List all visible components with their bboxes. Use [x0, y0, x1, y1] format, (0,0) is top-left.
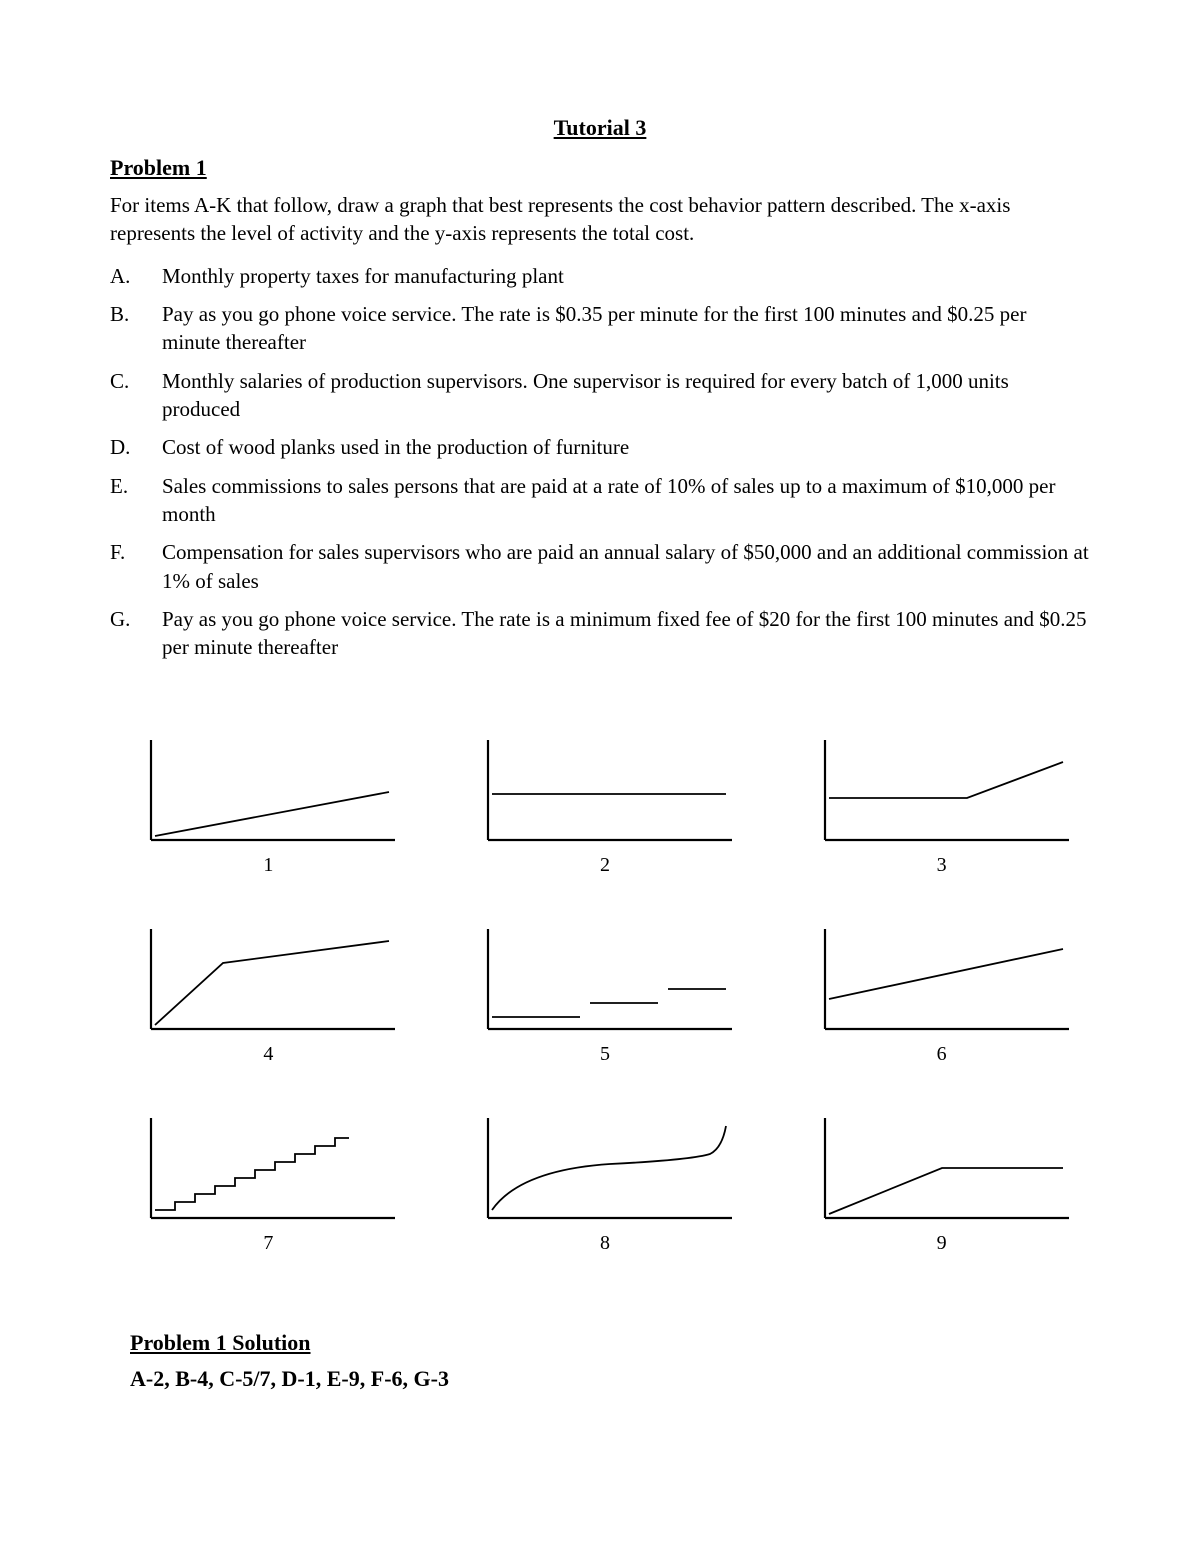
- chart-line: [829, 1168, 1063, 1214]
- cost-behavior-chart: [133, 732, 403, 852]
- chart-label: 1: [263, 854, 273, 877]
- cost-behavior-chart: [807, 921, 1077, 1041]
- cost-behavior-chart: [470, 921, 740, 1041]
- item-letter: C.: [110, 367, 162, 424]
- chart-label: 3: [937, 854, 947, 877]
- chart-cell: 9: [803, 1110, 1080, 1255]
- list-item: C.Monthly salaries of production supervi…: [110, 367, 1090, 424]
- item-list: A.Monthly property taxes for manufacturi…: [110, 262, 1090, 662]
- chart-label: 5: [600, 1043, 610, 1066]
- list-item: D.Cost of wood planks used in the produc…: [110, 433, 1090, 461]
- cost-behavior-chart: [470, 1110, 740, 1230]
- cost-behavior-chart: [133, 1110, 403, 1230]
- item-text: Sales commissions to sales persons that …: [162, 472, 1090, 529]
- solution-text: A-2, B-4, C-5/7, D-1, E-9, F-6, G-3: [130, 1366, 1090, 1392]
- chart-cell: 7: [130, 1110, 407, 1255]
- chart-line: [155, 1138, 349, 1210]
- cost-behavior-chart: [807, 1110, 1077, 1230]
- item-text: Compensation for sales supervisors who a…: [162, 538, 1090, 595]
- chart-label: 6: [937, 1043, 947, 1066]
- cost-behavior-chart: [470, 732, 740, 852]
- chart-cell: 3: [803, 732, 1080, 877]
- item-letter: B.: [110, 300, 162, 357]
- item-text: Pay as you go phone voice service. The r…: [162, 605, 1090, 662]
- list-item: E.Sales commissions to sales persons tha…: [110, 472, 1090, 529]
- chart-label: 2: [600, 854, 610, 877]
- item-text: Pay as you go phone voice service. The r…: [162, 300, 1090, 357]
- item-text: Monthly salaries of production superviso…: [162, 367, 1090, 424]
- item-text: Cost of wood planks used in the producti…: [162, 433, 1090, 461]
- chart-line: [155, 792, 389, 836]
- list-item: G.Pay as you go phone voice service. The…: [110, 605, 1090, 662]
- chart-label: 8: [600, 1232, 610, 1255]
- chart-line: [492, 989, 726, 1017]
- chart-line: [829, 762, 1063, 798]
- document-page: Tutorial 3 Problem 1 For items A-K that …: [0, 0, 1200, 1452]
- chart-label: 7: [263, 1232, 273, 1255]
- problem-heading: Problem 1: [110, 155, 1090, 181]
- item-text: Monthly property taxes for manufacturing…: [162, 262, 1090, 290]
- chart-label: 4: [263, 1043, 273, 1066]
- chart-cell: 1: [130, 732, 407, 877]
- cost-behavior-chart: [133, 921, 403, 1041]
- item-letter: A.: [110, 262, 162, 290]
- tutorial-title: Tutorial 3: [110, 115, 1090, 141]
- chart-cell: 5: [467, 921, 744, 1066]
- list-item: F.Compensation for sales supervisors who…: [110, 538, 1090, 595]
- chart-cell: 8: [467, 1110, 744, 1255]
- chart-cell: 6: [803, 921, 1080, 1066]
- list-item: B.Pay as you go phone voice service. The…: [110, 300, 1090, 357]
- item-letter: D.: [110, 433, 162, 461]
- problem-intro: For items A-K that follow, draw a graph …: [110, 191, 1090, 248]
- chart-line: [492, 1126, 726, 1210]
- solution-block: Problem 1 Solution A-2, B-4, C-5/7, D-1,…: [110, 1330, 1090, 1392]
- item-letter: G.: [110, 605, 162, 662]
- chart-label: 9: [937, 1232, 947, 1255]
- list-item: A.Monthly property taxes for manufacturi…: [110, 262, 1090, 290]
- chart-line: [829, 949, 1063, 999]
- chart-cell: 2: [467, 732, 744, 877]
- charts-grid: 1 2 3 4 5 6 7 8 9: [110, 732, 1090, 1255]
- item-letter: F.: [110, 538, 162, 595]
- solution-heading: Problem 1 Solution: [130, 1330, 1090, 1356]
- cost-behavior-chart: [807, 732, 1077, 852]
- chart-cell: 4: [130, 921, 407, 1066]
- chart-line: [155, 941, 389, 1025]
- item-letter: E.: [110, 472, 162, 529]
